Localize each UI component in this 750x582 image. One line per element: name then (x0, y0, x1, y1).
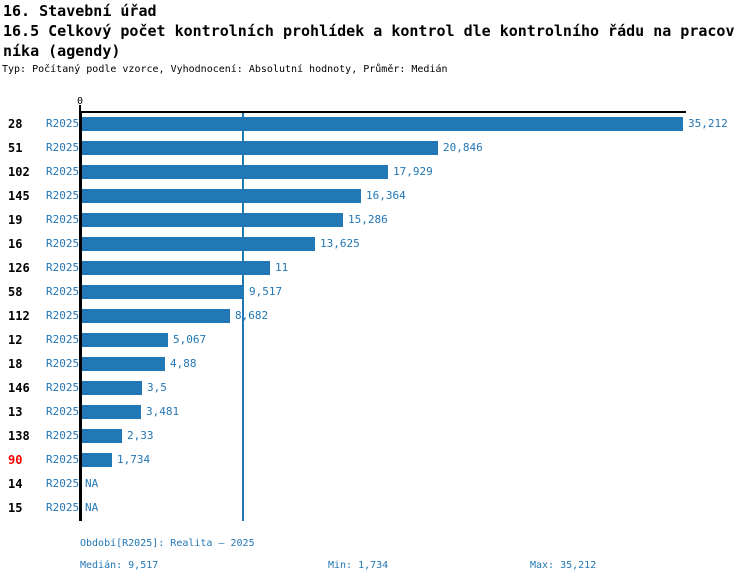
row-id-label: 58 (8, 285, 23, 299)
chart-title-line1: 16.5 Celkový počet kontrolních prohlídek… (3, 22, 735, 40)
row-id-label: 19 (8, 213, 23, 227)
bar-value-label: NA (85, 501, 99, 514)
bar-value-label: 9,517 (249, 285, 283, 298)
footer-period-info: Období[R2025]: Realita – 2025 (80, 538, 255, 549)
row-id-label: 90 (8, 453, 23, 467)
row-id-label: 112 (8, 309, 30, 323)
bar-value-label: 17,929 (393, 165, 433, 178)
row-id-label: 16 (8, 237, 23, 251)
bar (82, 429, 122, 443)
bar (82, 405, 141, 419)
row-period-label: R2025 (46, 117, 80, 130)
row-id-label: 13 (8, 405, 23, 419)
row-period-label: R2025 (46, 237, 80, 250)
row-id-label: 146 (8, 381, 30, 395)
row-period-label: R2025 (46, 453, 80, 466)
median-gridline (242, 113, 244, 521)
bar-value-label: 5,067 (173, 333, 207, 346)
bar-value-label: 11 (275, 261, 289, 274)
row-period-label: R2025 (46, 213, 80, 226)
row-id-label: 145 (8, 189, 30, 203)
bar (82, 261, 270, 275)
bar-value-label: 8,682 (235, 309, 269, 322)
row-period-label: R2025 (46, 477, 80, 490)
row-id-label: 15 (8, 501, 23, 515)
row-period-label: R2025 (46, 261, 80, 274)
bar-value-label: 1,734 (117, 453, 151, 466)
row-period-label: R2025 (46, 381, 80, 394)
axis-zero-tick (79, 105, 81, 112)
row-period-label: R2025 (46, 429, 80, 442)
bar (82, 309, 230, 323)
bar-value-label: 13,625 (320, 237, 360, 250)
footer-min: Min: 1,734 (328, 560, 389, 571)
y-axis-line (79, 111, 82, 521)
footer-median: Medián: 9,517 (80, 560, 159, 571)
bar (82, 333, 168, 347)
row-period-label: R2025 (46, 189, 80, 202)
bar (82, 357, 165, 371)
bar (82, 213, 343, 227)
row-period-label: R2025 (46, 309, 80, 322)
bar (82, 453, 112, 467)
row-period-label: R2025 (46, 165, 80, 178)
bar-value-label: NA (85, 477, 99, 490)
row-id-label: 138 (8, 429, 30, 443)
bar (82, 237, 315, 251)
bar (82, 165, 388, 179)
row-id-label: 14 (8, 477, 23, 491)
bar-value-label: 15,286 (348, 213, 388, 226)
bar (82, 141, 438, 155)
row-id-label: 51 (8, 141, 23, 155)
bar-value-label: 4,88 (170, 357, 197, 370)
row-period-label: R2025 (46, 405, 80, 418)
bar-value-label: 3,481 (146, 405, 180, 418)
bar-value-label: 20,846 (443, 141, 483, 154)
bar (82, 285, 244, 299)
row-period-label: R2025 (46, 501, 80, 514)
bar (82, 117, 683, 131)
bar (82, 189, 361, 203)
page-title: 16. Stavební úřad (3, 2, 157, 20)
row-id-label: 18 (8, 357, 23, 371)
bar-value-label: 35,212 (688, 117, 728, 130)
chart-title-line2: níka (agendy) (3, 42, 121, 60)
x-axis-line (79, 111, 686, 113)
row-period-label: R2025 (46, 285, 80, 298)
row-id-label: 12 (8, 333, 23, 347)
bar-value-label: 2,33 (127, 429, 154, 442)
chart-subtitle: Typ: Počítaný podle vzorce, Vyhodnocení:… (2, 64, 448, 75)
row-id-label: 126 (8, 261, 30, 275)
footer-max: Max: 35,212 (530, 560, 597, 571)
bar-value-label: 16,364 (366, 189, 406, 202)
row-period-label: R2025 (46, 141, 80, 154)
row-id-label: 28 (8, 117, 23, 131)
row-period-label: R2025 (46, 333, 80, 346)
axis-zero-tick-label: 0 (76, 96, 84, 107)
bar (82, 381, 142, 395)
bar-value-label: 3,5 (147, 381, 167, 394)
row-period-label: R2025 (46, 357, 80, 370)
row-id-label: 102 (8, 165, 30, 179)
